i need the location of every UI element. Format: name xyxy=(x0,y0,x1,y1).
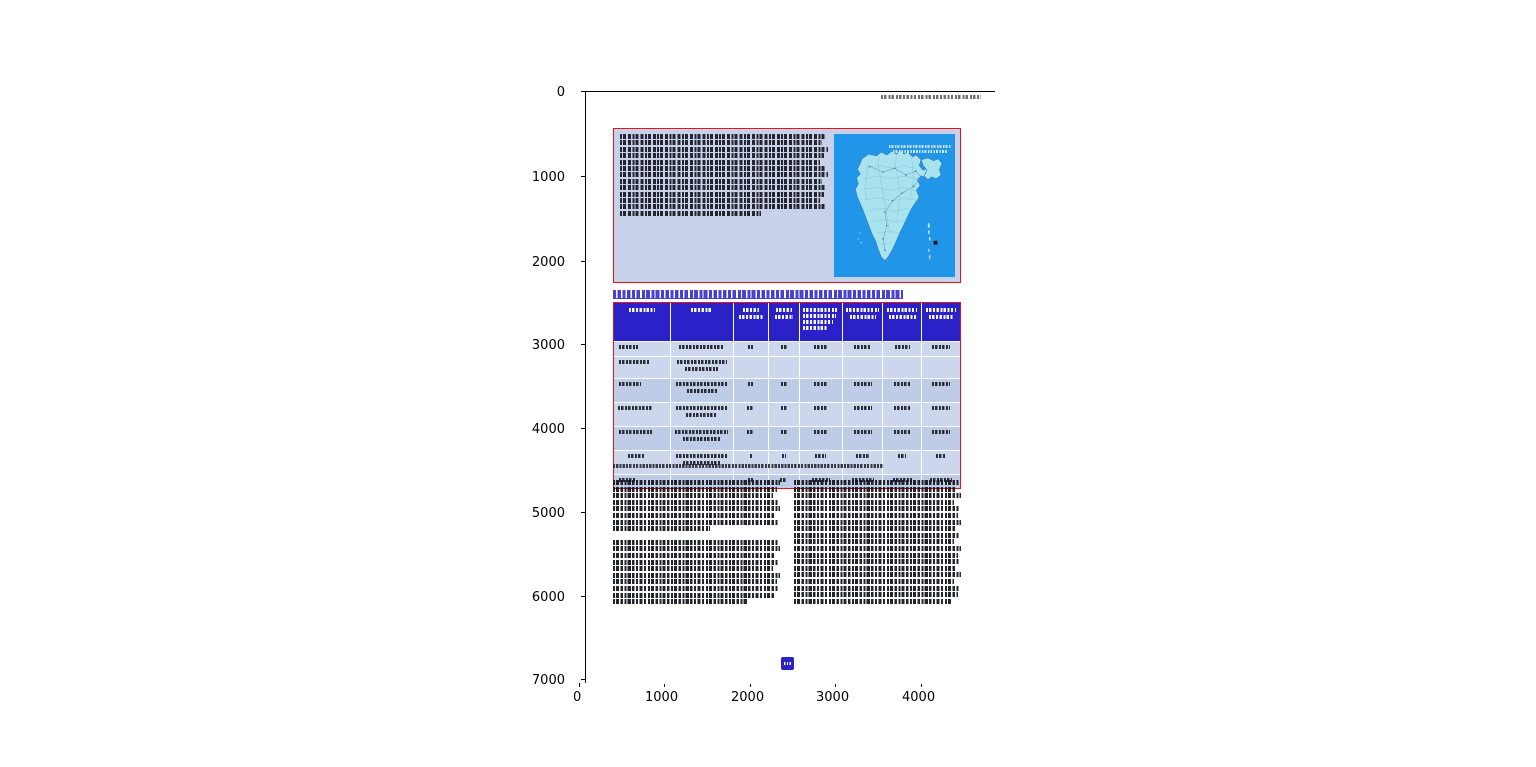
data-table xyxy=(613,302,961,489)
y-tick-label-4000: 4000 xyxy=(531,422,565,437)
y-tick-label-1000: 1000 xyxy=(531,170,565,185)
body-column-left xyxy=(613,480,780,660)
paragraph xyxy=(613,539,780,605)
y-tick-label-2000: 2000 xyxy=(531,255,565,270)
y-tick-label-3000: 3000 xyxy=(531,338,565,353)
scanned-document-page xyxy=(586,92,996,684)
paragraph xyxy=(794,480,961,604)
y-tick-label-5000: 5000 xyxy=(531,506,565,521)
table-header-cell xyxy=(922,303,960,342)
table-row xyxy=(614,451,960,475)
map-caption xyxy=(889,145,951,157)
x-tick-label-4000: 4000 xyxy=(902,690,936,705)
plot-axes xyxy=(585,91,996,684)
x-tick-label-3000: 3000 xyxy=(816,690,850,705)
table-title xyxy=(613,290,903,299)
table-row xyxy=(614,379,960,403)
x-tick-label-1000: 1000 xyxy=(645,690,679,705)
intro-paragraph xyxy=(614,129,832,282)
body-column-right xyxy=(794,480,961,660)
table-body xyxy=(614,342,960,488)
body-text-columns xyxy=(613,480,961,660)
table-row xyxy=(614,342,960,357)
y-tick-label-0: 0 xyxy=(556,85,565,100)
india-map-svg xyxy=(837,134,952,277)
table-header-cell xyxy=(670,303,734,342)
y-tick-label-7000: 7000 xyxy=(531,673,565,688)
table-footnote xyxy=(613,464,883,468)
page-marker-icon xyxy=(781,657,794,670)
table-header-cell xyxy=(883,303,923,342)
intro-banner xyxy=(613,128,961,283)
y-tick-label-6000: 6000 xyxy=(531,590,565,605)
table-row xyxy=(614,357,960,379)
paragraph xyxy=(613,480,780,532)
map-marker-icon xyxy=(933,240,938,245)
table-header-cell xyxy=(842,303,884,342)
x-tick-label-0: 0 xyxy=(573,690,582,705)
x-tick-label-2000: 2000 xyxy=(731,690,765,705)
table-header-cell xyxy=(614,303,671,342)
document-header-note xyxy=(881,95,981,104)
table-header-row xyxy=(614,303,960,342)
india-route-map xyxy=(834,134,955,277)
table-header-cell xyxy=(799,303,843,342)
table-row xyxy=(614,427,960,451)
table-header-cell xyxy=(733,303,769,342)
table-row xyxy=(614,403,960,427)
table-header-cell xyxy=(768,303,800,342)
